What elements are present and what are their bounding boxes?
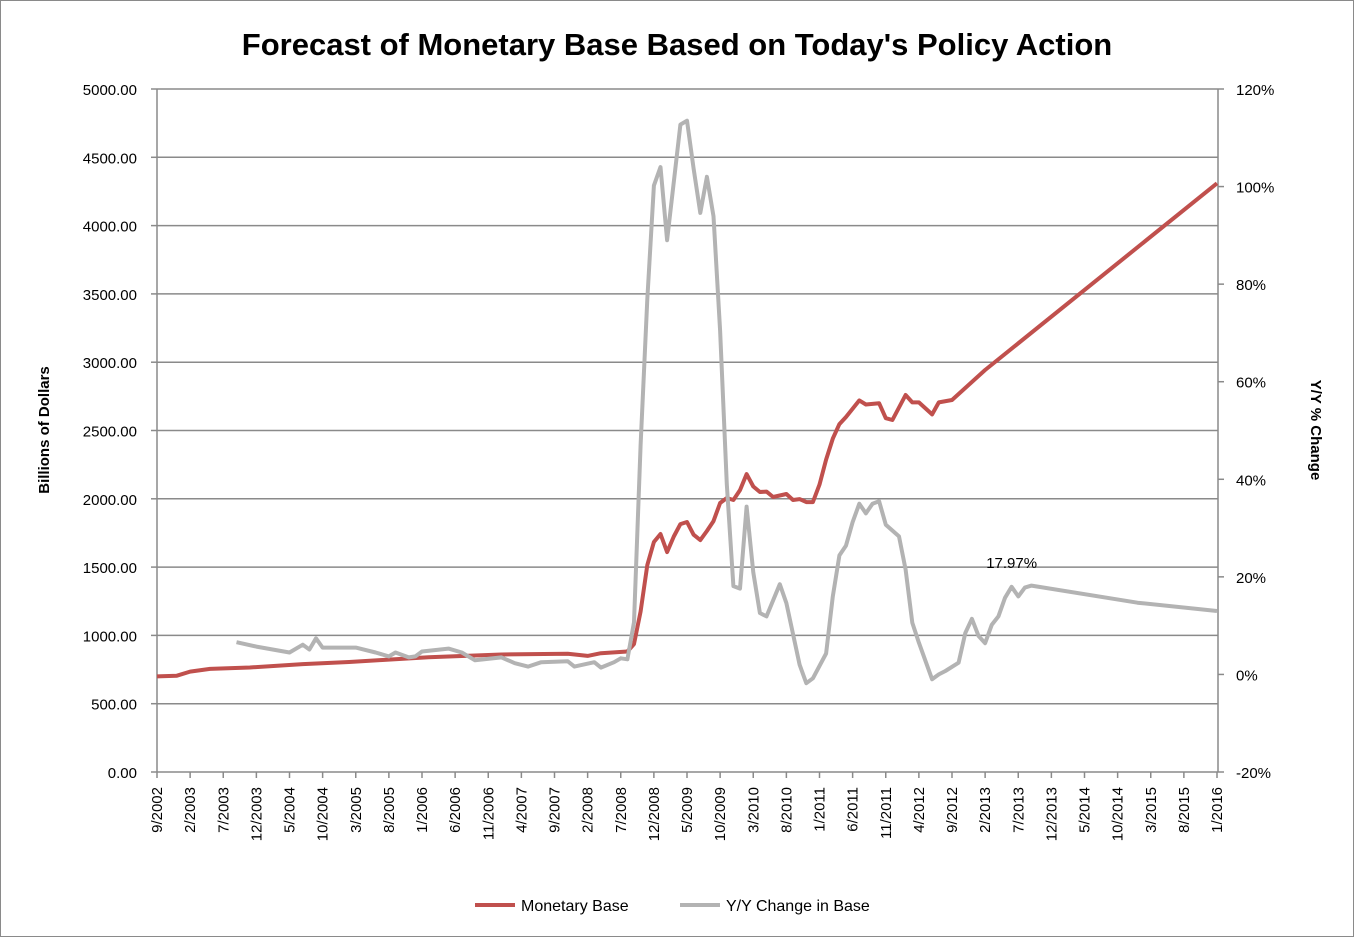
series-line-0 (156, 181, 1219, 679)
y2-tick-label: 60% (1236, 375, 1266, 392)
x-tick-label: 1/2016 (1209, 787, 1226, 833)
x-tick-label: 5/2014 (1077, 787, 1094, 833)
x-tick-label: 8/2010 (778, 787, 795, 833)
chart-title: Forecast of Monetary Base Based on Today… (242, 27, 1112, 62)
y-tick-label: 2500.00 (83, 424, 137, 441)
series-lines (156, 118, 1219, 686)
y2-tick-label: 0% (1236, 667, 1258, 684)
x-tick-label: 10/2004 (315, 787, 332, 841)
x-tick-label: 8/2005 (381, 787, 398, 833)
legend-label: Monetary Base (521, 898, 629, 915)
x-tick-label: 1/2006 (414, 787, 431, 833)
x-tick-label: 12/2013 (1043, 787, 1060, 841)
x-tick-label: 7/2003 (215, 787, 232, 833)
x-tick-label: 7/2013 (1010, 787, 1027, 833)
x-tick-label: 2/2013 (977, 787, 994, 833)
x-tick-label: 11/2011 (878, 787, 895, 839)
y2-tick-label: -20% (1236, 765, 1271, 782)
axes: 0.00 500.00 1000.00 1500.00 2000.00 2500.00 30… (83, 82, 1275, 841)
y-axis-title: Billions of Dollars (36, 366, 53, 494)
x-tick-label: 10/2014 (1110, 787, 1127, 841)
x-tick-label: 9/2012 (944, 787, 961, 833)
y-tick-label: 1500.00 (83, 560, 137, 577)
y2-tick-label: 80% (1236, 277, 1266, 294)
y-tick-label: 500.00 (91, 697, 137, 714)
gridlines (157, 88, 1218, 773)
x-tick-label: 4/2012 (911, 787, 928, 833)
x-tick-label: 12/2003 (248, 787, 265, 841)
y-tick-label: 0.00 (108, 765, 137, 782)
y-tick-label: 5000.00 (83, 82, 137, 99)
y-tick-label: 3000.00 (83, 355, 137, 372)
y-tick-label: 4000.00 (83, 219, 137, 236)
y2-tick-label: 40% (1236, 472, 1266, 489)
x-tick-label: 9/2002 (149, 787, 166, 833)
data-label: 17.97% (986, 555, 1037, 572)
x-tick-label: 8/2015 (1176, 787, 1193, 833)
x-tick-label: 6/2006 (447, 787, 464, 833)
x-tick-label: 3/2005 (348, 787, 365, 833)
x-tick-label: 2/2008 (580, 787, 597, 833)
x-tick-label: 12/2008 (646, 787, 663, 841)
y2-tick-label: 120% (1236, 82, 1274, 99)
x-tick-label: 3/2015 (1143, 787, 1160, 833)
x-tick-label: 1/2011 (812, 787, 829, 832)
y2-tick-label: 20% (1236, 570, 1266, 587)
x-tick-label: 4/2007 (513, 787, 530, 833)
x-tick-label: 10/2009 (712, 787, 729, 841)
y2-axis-title: Y/Y % Change (1307, 380, 1324, 481)
y-tick-label: 3500.00 (83, 287, 137, 304)
y-tick-label: 1000.00 (83, 628, 137, 645)
x-tick-label: 11/2006 (480, 787, 497, 840)
x-tick-label: 6/2011 (845, 787, 862, 832)
x-tick-label: 9/2007 (547, 787, 564, 833)
y2-tick-label: 100% (1236, 180, 1274, 197)
x-tick-label: 2/2003 (182, 787, 199, 833)
series-line-1 (236, 118, 1218, 686)
y-tick-label: 2000.00 (83, 492, 137, 509)
y-tick-label: 4500.00 (83, 150, 137, 167)
x-tick-label: 5/2009 (679, 787, 696, 833)
legend-label: Y/Y Change in Base (726, 898, 870, 915)
x-tick-label: 3/2010 (745, 787, 762, 833)
x-tick-label: 7/2008 (613, 787, 630, 833)
x-tick-label: 5/2004 (282, 787, 299, 833)
annotations: 17.97% (986, 555, 1037, 572)
legend: Monetary Base Y/Y Change in Base (475, 898, 870, 915)
